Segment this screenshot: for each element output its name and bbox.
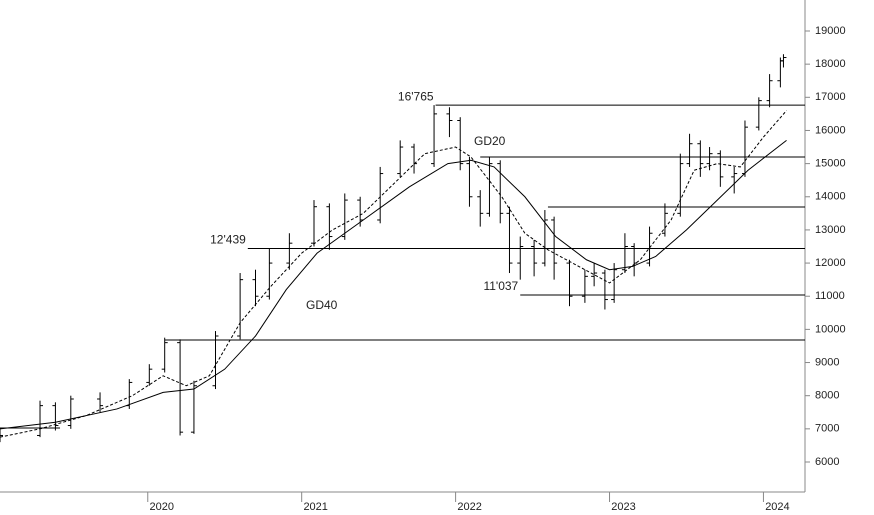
series-label: GD40 <box>306 298 338 312</box>
level-label: 12'439 <box>210 233 246 247</box>
y-tick-label: 16000 <box>815 124 846 136</box>
moving-average <box>0 140 787 430</box>
y-tick-label: 13000 <box>815 224 846 236</box>
x-tick-label: 2022 <box>457 501 481 513</box>
y-tick-label: 9000 <box>815 356 839 368</box>
x-tick-label: 2020 <box>150 501 174 513</box>
y-tick-label: 10000 <box>815 323 846 335</box>
moving-average <box>0 110 787 438</box>
level-label: 11'037 <box>483 279 518 293</box>
y-tick-label: 14000 <box>815 191 846 203</box>
y-tick-label: 15000 <box>815 158 846 170</box>
x-tick-label: 2023 <box>611 501 635 513</box>
y-tick-label: 6000 <box>815 456 839 468</box>
y-tick-label: 8000 <box>815 390 839 402</box>
level-label: 16'765 <box>398 89 434 103</box>
x-tick-label: 2021 <box>303 501 327 513</box>
x-tick-label: 2024 <box>765 501 789 513</box>
y-tick-label: 12000 <box>815 257 846 269</box>
y-tick-label: 18000 <box>815 58 846 70</box>
y-tick-label: 11000 <box>815 290 845 302</box>
y-tick-label: 7000 <box>815 423 839 435</box>
y-tick-label: 19000 <box>815 25 846 37</box>
y-tick-label: 17000 <box>815 91 846 103</box>
series-label: GD20 <box>474 134 506 148</box>
